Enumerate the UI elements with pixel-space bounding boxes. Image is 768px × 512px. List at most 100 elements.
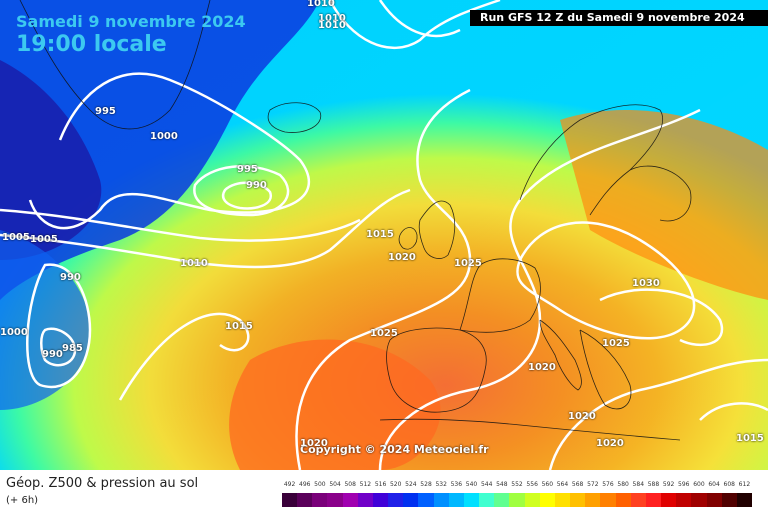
scale-tick-label: 524 bbox=[405, 481, 417, 488]
scale-tick-label: 592 bbox=[662, 481, 675, 488]
isobar-line bbox=[26, 263, 92, 389]
isobar-label: 1015 bbox=[225, 321, 253, 332]
scale-tick-label: 600 bbox=[693, 481, 705, 488]
warm-core-southwest bbox=[229, 339, 441, 470]
scale-color-cell bbox=[312, 493, 328, 507]
isobar-label: 995 bbox=[237, 164, 258, 175]
scale-color-cell bbox=[494, 493, 510, 507]
scale-color-cell bbox=[585, 493, 601, 507]
scale-color-cell bbox=[721, 493, 738, 507]
isobar-label: 1010 bbox=[307, 0, 335, 9]
isobar-label: 1030 bbox=[632, 278, 660, 289]
scale-tick-label: 552 bbox=[511, 481, 523, 488]
isobar-label: 1005 bbox=[2, 232, 30, 243]
isobar-line bbox=[193, 165, 290, 217]
forecast-date: Samedi 9 novembre 2024 bbox=[16, 12, 246, 31]
isobar-line bbox=[295, 88, 472, 470]
scale-tick-label: 568 bbox=[571, 481, 584, 488]
scale-color-cell bbox=[357, 493, 374, 507]
scale-color-cell bbox=[463, 493, 480, 507]
scale-tick-label: 504 bbox=[329, 481, 341, 488]
scale-color-cell bbox=[418, 493, 435, 507]
isobar-label: 1000 bbox=[150, 131, 178, 142]
ridge-north-east bbox=[560, 110, 768, 300]
coastline-italy bbox=[539, 319, 582, 391]
scale-color-cell bbox=[676, 493, 692, 507]
run-info-banner: Run GFS 12 Z du Samedi 9 novembre 2024 bbox=[470, 10, 768, 26]
scale-color-cell bbox=[600, 493, 617, 507]
scale-tick-label: 560 bbox=[541, 481, 554, 488]
scale-tick-label: 496 bbox=[299, 481, 311, 488]
scale-tick-label: 572 bbox=[587, 481, 599, 488]
scale-tick-label: 580 bbox=[617, 481, 629, 488]
isobar-label: 1000 bbox=[0, 327, 28, 338]
scale-tick-label: 536 bbox=[450, 481, 463, 488]
isobar-label: 990 bbox=[42, 349, 63, 360]
scale-color-cell bbox=[661, 493, 677, 507]
scale-color-cell bbox=[509, 493, 526, 507]
scale-color-cell bbox=[691, 493, 707, 507]
isobar-label: 995 bbox=[95, 106, 116, 117]
scale-tick-label: 544 bbox=[480, 481, 493, 488]
scale-color-cell bbox=[479, 493, 495, 507]
isobar-label: 1025 bbox=[370, 328, 398, 339]
scale-tick-label: 500 bbox=[314, 481, 326, 488]
isobar-line bbox=[0, 188, 411, 269]
scale-tick-label: 520 bbox=[389, 481, 402, 488]
coastline-france bbox=[459, 258, 541, 333]
scale-color-cell bbox=[297, 493, 313, 507]
isobar-line bbox=[548, 358, 768, 470]
map-title: Géop. Z500 & pression au sol bbox=[6, 476, 199, 491]
scale-tick-label: 540 bbox=[465, 481, 478, 488]
isobar-label: 1025 bbox=[454, 258, 482, 269]
isobar-line bbox=[221, 181, 272, 210]
coastline-finland bbox=[629, 165, 692, 222]
coastline-ireland bbox=[398, 227, 418, 250]
scale-color-cell bbox=[554, 493, 571, 507]
legend-footer: Géop. Z500 & pression au sol (+ 6h) 492 4… bbox=[0, 470, 768, 512]
cold-trough-core bbox=[0, 60, 102, 260]
scale-color-cell bbox=[327, 493, 344, 507]
scale-color-cell bbox=[645, 493, 662, 507]
scale-color-cell bbox=[706, 493, 723, 507]
cold-low-southwest bbox=[0, 230, 90, 410]
isobar-label: 1020 bbox=[528, 362, 556, 373]
scale-color-cell bbox=[630, 493, 647, 507]
forecast-offset: (+ 6h) bbox=[6, 495, 39, 506]
isobar-label: 1005 bbox=[30, 234, 58, 245]
scale-color-cell bbox=[570, 493, 586, 507]
isobar-line bbox=[0, 208, 361, 242]
scale-tick-label: 604 bbox=[708, 481, 720, 488]
isobar-line bbox=[28, 72, 311, 230]
coastline-iberia bbox=[386, 327, 487, 413]
scale-color-cell bbox=[388, 493, 404, 507]
isobar-line bbox=[118, 312, 250, 401]
copyright-notice: Copyright © 2024 Meteociel.fr bbox=[300, 443, 489, 456]
scale-color-cell bbox=[342, 493, 359, 507]
scale-tick-label: 596 bbox=[678, 481, 690, 488]
coastlines bbox=[19, 0, 692, 441]
scale-tick-label: 608 bbox=[723, 481, 735, 488]
isobar-label: 1020 bbox=[388, 252, 416, 263]
isobar-label: 1015 bbox=[366, 229, 394, 240]
coastline-greenland bbox=[19, 0, 211, 130]
scale-color-cell bbox=[448, 493, 465, 507]
coastline-balkans bbox=[579, 329, 632, 410]
scale-tick-label: 612 bbox=[738, 481, 751, 488]
scale-tick-label: 528 bbox=[420, 481, 432, 488]
color-scale: 492 496 500 504 508 512 516 520 524 528 532 536 540 5… bbox=[282, 481, 753, 509]
isobar-label: 1010 bbox=[318, 20, 346, 31]
scale-tick-label: 532 bbox=[435, 481, 447, 488]
scale-tick-label: 508 bbox=[344, 481, 356, 488]
forecast-local-time: 19:00 locale bbox=[16, 32, 167, 57]
coastline-scandinavia bbox=[519, 104, 663, 216]
isobar-label: 1010 bbox=[180, 258, 208, 269]
isobar-label: 1020 bbox=[300, 438, 328, 449]
coastline-north-africa bbox=[379, 418, 681, 441]
scale-color-cell bbox=[372, 493, 389, 507]
isobar-line bbox=[599, 288, 724, 347]
scale-color-cell bbox=[736, 493, 753, 507]
isobar-label: 985 bbox=[62, 343, 83, 354]
coastline-britain bbox=[418, 200, 456, 259]
isobar-label: 1015 bbox=[736, 433, 764, 444]
